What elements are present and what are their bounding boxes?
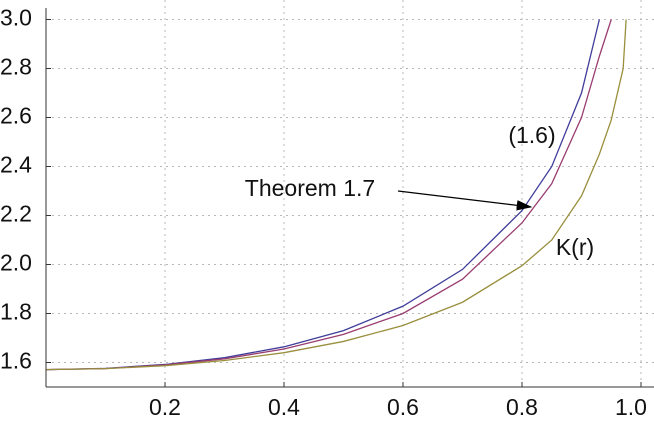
curve (46, 19, 612, 371)
y-tick-label: 3.0 (0, 5, 32, 31)
y-tick-label: 2.4 (0, 152, 32, 178)
x-tick-label: 0.2 (149, 394, 181, 420)
x-tick-label: 1.0 (615, 394, 647, 420)
annotation: (1.6) (508, 122, 555, 148)
y-tick-label: 2.2 (0, 201, 32, 227)
annotation: Theorem 1.7 (245, 175, 375, 201)
curve (46, 19, 627, 371)
annotation: K(r) (556, 234, 594, 260)
y-tick-label: 2.6 (0, 103, 32, 129)
y-tick-label: 1.8 (0, 299, 32, 325)
annotation-arrow (397, 190, 533, 211)
y-tick-label: 2.0 (0, 250, 32, 276)
x-tick-label: 0.6 (387, 394, 419, 420)
y-tick-label: 2.8 (0, 54, 32, 80)
x-tick-label: 0.4 (268, 394, 300, 420)
y-tick-label: 1.6 (0, 348, 32, 374)
x-tick-label: 0.8 (506, 394, 538, 420)
